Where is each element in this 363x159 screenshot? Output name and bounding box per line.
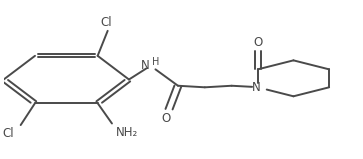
Text: Cl: Cl	[100, 16, 112, 29]
Text: NH₂: NH₂	[115, 126, 138, 139]
Text: N: N	[140, 59, 149, 72]
Text: O: O	[162, 111, 171, 124]
Text: H: H	[152, 57, 159, 67]
Text: Cl: Cl	[2, 127, 14, 140]
Text: O: O	[253, 36, 262, 49]
Text: N: N	[252, 81, 260, 94]
